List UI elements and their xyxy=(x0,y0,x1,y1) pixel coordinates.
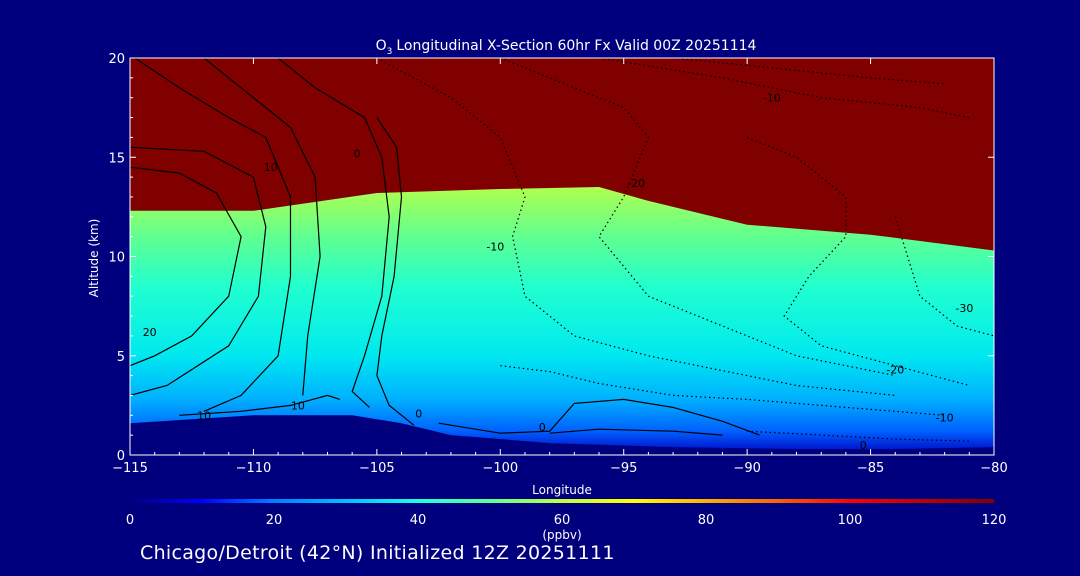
contour-label: 0 xyxy=(860,439,867,452)
contour-label: 20 xyxy=(143,326,157,339)
contour-dotted xyxy=(746,136,970,387)
contour-label: 0 xyxy=(415,407,422,420)
title-species: O xyxy=(376,38,387,54)
contour-label: 0 xyxy=(354,147,361,160)
x-tick-label: −115 xyxy=(112,461,148,476)
title-subscript: 3 xyxy=(387,47,393,57)
contour-label: -30 xyxy=(955,302,973,315)
contour-solid xyxy=(438,398,760,436)
colorbar-tick-label: 120 xyxy=(982,513,1007,528)
y-tick-label: 5 xyxy=(117,350,125,365)
contour-dotted xyxy=(673,58,945,85)
colorbar-tick-label: 40 xyxy=(410,513,427,528)
y-tick-label: 15 xyxy=(108,151,125,166)
contour-solid xyxy=(549,428,723,436)
contour-dotted xyxy=(747,430,970,442)
colorbar-unit: (ppbv) xyxy=(542,528,581,542)
contour-labels: 20 10 10 0 0 -10 -10 -20 -30 -20 -10 0 10 0 xyxy=(143,92,974,452)
contour-solid xyxy=(134,58,292,412)
contour-label: 0 xyxy=(539,421,546,434)
plot-area: 20 10 10 0 0 -10 -10 -20 -30 -20 -10 0 10 0 xyxy=(130,58,994,455)
colorbar-tick-label: 80 xyxy=(698,513,715,528)
y-axis: 0 5 10 15 20 xyxy=(108,52,994,464)
contour-dotted xyxy=(500,365,945,416)
x-tick-label: −110 xyxy=(236,461,272,476)
chart-title: O3 Longitudinal X-Section 60hr Fx Valid 0… xyxy=(376,38,757,57)
title-text: Longitudinal X-Section 60hr Fx Valid 00Z… xyxy=(396,38,756,54)
contour-label: 10 xyxy=(197,409,211,422)
contour-solid xyxy=(179,394,340,416)
x-axis: −115 −110 −105 −100 −95 −90 −85 −80 xyxy=(112,58,1008,476)
initialization-footer: Chicago/Detroit (42°N) Initialized 12Z 2… xyxy=(140,542,615,564)
contour-solid xyxy=(130,166,242,367)
contour-solid xyxy=(130,146,267,396)
contour-label: -20 xyxy=(886,364,904,377)
contour-label: -10 xyxy=(763,92,781,105)
y-tick-label: 10 xyxy=(108,251,125,266)
colorbar-tick-label: 60 xyxy=(554,513,571,528)
contour-label: -10 xyxy=(936,411,954,424)
contour-dotted xyxy=(376,58,896,396)
contour-dotted xyxy=(894,216,994,337)
contour-lines xyxy=(130,58,994,442)
colorbar-ticks: 0 20 40 60 80 100 120 xyxy=(126,513,1007,528)
x-tick-label: −105 xyxy=(359,461,395,476)
contour-label: -10 xyxy=(486,241,504,254)
terrain-region xyxy=(130,415,994,455)
x-tick-label: −95 xyxy=(610,461,637,476)
contour-label: 10 xyxy=(264,161,278,174)
contour-solid xyxy=(376,117,415,426)
colorbar-tick-label: 0 xyxy=(126,513,134,528)
y-tick-label: 20 xyxy=(108,52,125,67)
x-tick-label: −100 xyxy=(482,461,518,476)
y-axis-label: Altitude (km) xyxy=(87,219,101,298)
contour-label: -20 xyxy=(627,177,645,190)
contour-solid xyxy=(203,58,321,396)
x-tick-label: −90 xyxy=(733,461,760,476)
x-tick-label: −85 xyxy=(857,461,884,476)
x-axis-label: Longitude xyxy=(532,483,592,497)
x-tick-label: −80 xyxy=(980,461,1007,476)
colorbar-tick-label: 100 xyxy=(838,513,863,528)
colorbar-tick-label: 20 xyxy=(266,513,283,528)
colorbar xyxy=(130,499,994,503)
contour-label: 10 xyxy=(291,399,305,412)
contour-solid xyxy=(277,58,390,408)
contour-dotted xyxy=(598,58,970,119)
y-tick-label: 0 xyxy=(117,449,125,464)
